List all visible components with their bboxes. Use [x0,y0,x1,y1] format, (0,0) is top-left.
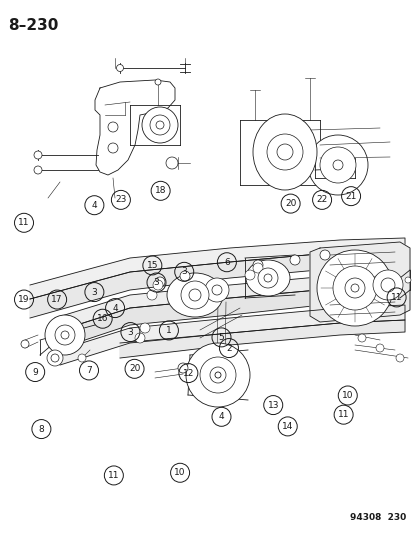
Circle shape [357,334,365,342]
Text: 11: 11 [18,219,30,227]
Circle shape [319,147,355,183]
Circle shape [316,250,392,326]
Text: 13: 13 [267,401,278,409]
Circle shape [209,367,225,383]
Circle shape [252,263,262,273]
Text: 7: 7 [86,366,92,375]
Circle shape [154,79,161,85]
Text: 5: 5 [218,333,224,342]
Circle shape [372,270,402,300]
Circle shape [204,278,228,302]
Text: 94308  230: 94308 230 [349,513,405,522]
Text: 12: 12 [182,369,194,377]
Text: 14: 14 [281,422,293,431]
Circle shape [61,331,69,339]
Text: 3: 3 [153,278,159,287]
Text: 4: 4 [91,201,97,209]
Text: 21: 21 [344,192,356,200]
Circle shape [244,270,254,280]
Polygon shape [309,242,409,322]
Polygon shape [60,305,404,365]
Circle shape [45,315,85,355]
Circle shape [332,266,376,310]
Circle shape [34,151,42,159]
Text: 3: 3 [91,288,97,296]
Circle shape [108,122,118,132]
Text: 10: 10 [174,469,185,477]
Polygon shape [55,285,404,350]
Circle shape [380,278,394,292]
Text: 9: 9 [32,368,38,376]
Circle shape [289,255,299,265]
Text: 6: 6 [223,258,229,266]
Circle shape [150,115,170,135]
Circle shape [140,323,150,333]
Circle shape [47,350,63,366]
Text: 8–230: 8–230 [8,18,58,33]
Text: 17: 17 [51,295,63,304]
Circle shape [178,363,188,373]
Text: 3: 3 [181,268,187,276]
Circle shape [319,250,329,260]
Circle shape [116,64,123,71]
Circle shape [108,143,118,153]
Circle shape [350,284,358,292]
Text: 22: 22 [316,196,327,204]
Text: 3: 3 [127,328,133,336]
Circle shape [78,354,86,362]
Circle shape [180,281,209,309]
Polygon shape [30,238,404,299]
Text: 8: 8 [38,425,44,433]
Circle shape [142,107,178,143]
Circle shape [180,271,190,281]
Text: 11: 11 [108,471,119,480]
Circle shape [375,344,383,352]
Text: 10: 10 [341,391,353,400]
Text: 11: 11 [337,410,349,419]
Polygon shape [30,250,404,318]
Circle shape [332,160,342,170]
Polygon shape [55,272,404,332]
Text: 1: 1 [166,326,171,335]
Text: 16: 16 [97,314,108,323]
Circle shape [21,340,29,348]
Circle shape [307,135,367,195]
Circle shape [344,278,364,298]
Circle shape [153,280,163,290]
Text: 15: 15 [146,261,158,270]
Ellipse shape [252,114,316,190]
Text: 19: 19 [18,295,30,304]
Circle shape [395,354,403,362]
Circle shape [404,277,410,283]
Text: 11: 11 [390,293,401,302]
Text: 20: 20 [128,365,140,373]
Circle shape [214,372,221,378]
Circle shape [266,134,302,170]
Circle shape [166,157,178,169]
Circle shape [154,277,165,287]
Text: 2: 2 [225,344,231,352]
Circle shape [147,290,157,300]
Circle shape [211,285,221,295]
Text: 4: 4 [218,413,224,421]
Circle shape [276,144,292,160]
Ellipse shape [166,273,223,317]
Text: 20: 20 [284,199,296,208]
Circle shape [199,357,235,393]
Ellipse shape [245,260,289,296]
Circle shape [189,289,201,301]
Circle shape [257,268,277,288]
Circle shape [185,343,249,407]
Circle shape [55,325,75,345]
Text: 23: 23 [115,196,126,204]
Circle shape [34,166,42,174]
Text: 18: 18 [154,187,166,195]
Circle shape [252,260,262,270]
Text: 4: 4 [112,304,118,312]
Circle shape [156,121,164,129]
Circle shape [51,354,59,362]
Circle shape [263,274,271,282]
Polygon shape [120,320,404,358]
Circle shape [135,333,145,343]
